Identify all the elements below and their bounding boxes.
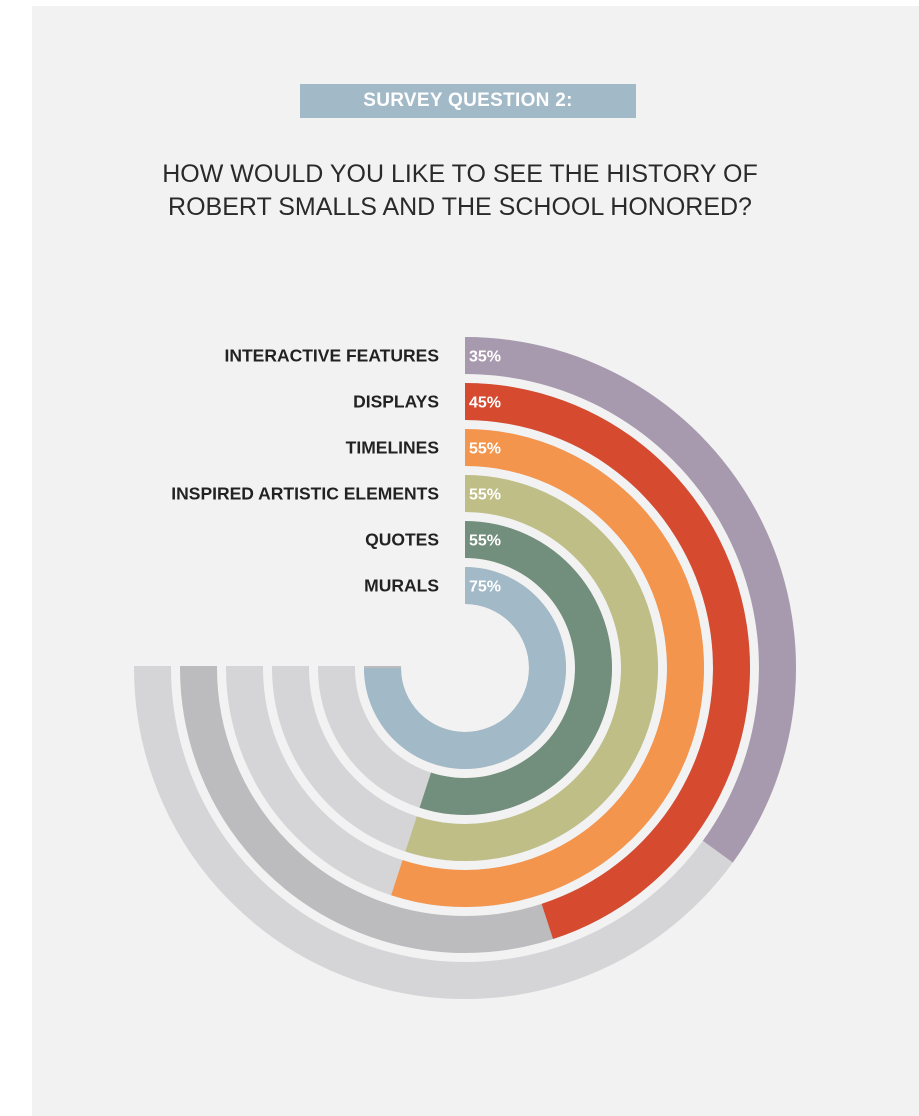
category-label-displays: DISPLAYS (353, 392, 439, 412)
question-line-2: ROBERT SMALLS AND THE SCHOOL HONORED? (168, 193, 752, 221)
chart-labels: INTERACTIVE FEATURES 35% DISPLAYS 45% TIMELI… (171, 346, 501, 596)
bar-quotes (419, 521, 613, 815)
question-title: HOW WOULD YOU LIKE TO SEE THE HISTORY OF… (60, 158, 860, 224)
category-label-inspired-artistic-elements: INSPIRED ARTISTIC ELEMENTS (171, 484, 439, 504)
question-line-1: HOW WOULD YOU LIKE TO SEE THE HISTORY OF (162, 160, 758, 188)
value-label-displays: 45% (469, 395, 501, 412)
bar-inspired-artistic-elements (405, 475, 659, 862)
category-label-interactive-features: INTERACTIVE FEATURES (224, 346, 439, 366)
chart-bars (364, 337, 797, 940)
label-panel (56, 326, 466, 666)
value-label-murals: 75% (469, 579, 501, 596)
value-label-interactive-features: 35% (469, 349, 501, 366)
category-label-quotes: QUOTES (365, 530, 439, 550)
bar-displays (465, 383, 750, 940)
category-label-murals: MURALS (364, 576, 439, 596)
survey-question-badge: SURVEY QUESTION 2: (300, 84, 636, 118)
value-label-quotes: 55% (469, 533, 501, 550)
bar-interactive-features (465, 337, 797, 863)
value-label-timelines: 55% (469, 441, 501, 458)
category-label-timelines: TIMELINES (346, 438, 439, 458)
bar-murals (364, 567, 566, 769)
value-label-inspired-artistic-elements: 55% (469, 487, 501, 504)
